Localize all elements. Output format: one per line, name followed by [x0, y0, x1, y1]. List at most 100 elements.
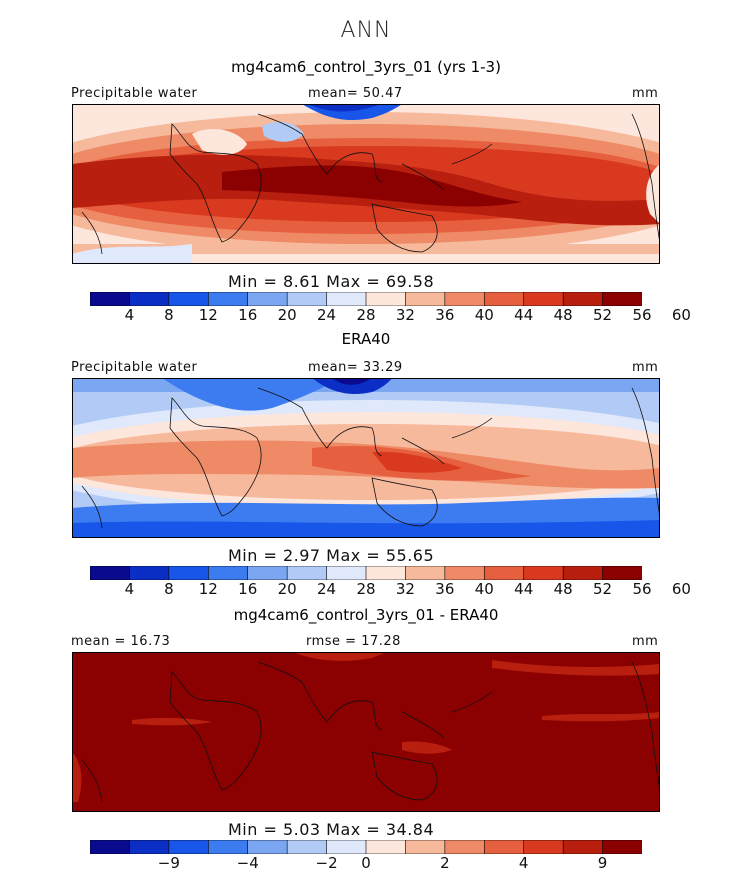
panel-2-units-label: mm: [632, 360, 659, 375]
colorbar-swatch: [365, 292, 407, 306]
colorbar-swatch: [168, 566, 209, 580]
colorbar-tick-label: 4: [124, 306, 135, 324]
colorbar-swatch: [168, 292, 209, 306]
coastlines: [81, 387, 660, 529]
colorbar-swatch: [562, 566, 604, 580]
colorbar-tick-label: 52: [593, 306, 613, 324]
colorbar-tick-label: 28: [356, 306, 376, 324]
panel-1-map: [72, 104, 660, 264]
colorbar-swatch: [326, 292, 367, 306]
colorbar-swatch: [405, 566, 446, 580]
colorbar-swatch: [207, 292, 249, 306]
panel-2-map: [72, 378, 660, 538]
colorbar-tick-label: 48: [553, 306, 573, 324]
colorbar-tick-label: 20: [277, 580, 297, 598]
colorbar-swatch: [207, 566, 249, 580]
colorbar-swatch: [90, 566, 131, 580]
colorbar-tick-label: 40: [474, 580, 494, 598]
colorbar-tick-label: 12: [198, 306, 218, 324]
colorbar-tick-label: 12: [198, 580, 218, 598]
colorbar-tick-label: 2: [440, 854, 450, 872]
colorbar-tick-label: 4: [518, 854, 529, 872]
panel-2-mean-label: mean= 33.29: [308, 360, 403, 375]
colorbar-swatch: [523, 292, 564, 306]
colorbar-tick-label: 44: [514, 306, 534, 324]
panel-2-colorbar: [90, 566, 642, 580]
colorbar-swatch: [365, 566, 407, 580]
colorbar-swatch: [444, 566, 485, 580]
panel-3-units-label: mm: [632, 634, 659, 649]
colorbar-tick-label: −9: [157, 854, 180, 872]
panel-1-minmax: Min = 8.61 Max = 69.58: [228, 272, 435, 291]
figure-title: ANN: [340, 18, 392, 43]
colorbar-swatch: [247, 566, 288, 580]
colorbar-tick-label: −4: [236, 854, 259, 872]
panel-2-minmax: Min = 2.97 Max = 55.65: [228, 546, 435, 565]
colorbar-swatch: [326, 566, 367, 580]
colorbar-swatch: [523, 840, 564, 854]
colorbar-tick-label: 60: [671, 306, 691, 324]
colorbar-tick-label: 8: [164, 306, 174, 324]
colorbar-swatch: [326, 840, 367, 854]
colorbar-swatch: [405, 840, 446, 854]
colorbar-swatch: [286, 566, 328, 580]
colorbar-swatch: [207, 840, 249, 854]
colorbar-tick-label: 52: [593, 580, 613, 598]
colorbar-tick-label: 48: [553, 580, 573, 598]
colorbar-tick-label: 36: [435, 306, 455, 324]
colorbar-tick-label: 28: [356, 580, 376, 598]
colorbar-swatch: [247, 840, 288, 854]
colorbar-swatch: [129, 566, 170, 580]
panel-3-minmax: Min = 5.03 Max = 34.84: [228, 820, 435, 839]
colorbar-swatch: [602, 292, 642, 306]
colorbar-tick-label: 56: [632, 306, 652, 324]
colorbar-tick-label: 40: [474, 306, 494, 324]
colorbar-tick-label: 20: [277, 306, 297, 324]
panel-1-colorbar: [90, 292, 642, 306]
colorbar-tick-label: 32: [395, 580, 415, 598]
colorbar-tick-label: 4: [124, 580, 135, 598]
panel-2-field-label: Precipitable water: [71, 360, 198, 375]
panel-3-map: [72, 652, 660, 812]
panel-1-field-label: Precipitable water: [71, 86, 198, 101]
colorbar-tick-label: 60: [671, 580, 691, 598]
colorbar-swatch: [129, 292, 170, 306]
colorbar-swatch: [562, 840, 604, 854]
colorbar-swatch: [483, 292, 525, 306]
colorbar-swatch: [602, 840, 642, 854]
colorbar-swatch: [90, 292, 131, 306]
colorbar-swatch: [286, 292, 328, 306]
colorbar-tick-label: 8: [164, 580, 174, 598]
colorbar-tick-label: 24: [317, 306, 337, 324]
map-frame: [72, 652, 660, 812]
panel-3-rmse-label: rmse = 17.28: [306, 634, 401, 649]
colorbar-tick-label: 44: [514, 580, 534, 598]
panel-2-colorbar-ticks: 4 8 12 16 20 24 28 32 36 40 44 48 52 56 60: [0, 580, 732, 600]
colorbar-tick-label: 0: [361, 854, 371, 872]
panel-3-colorbar-ticks: −9 −4 −2 0 2 4 9: [0, 854, 732, 874]
colorbar-tick-label: 16: [238, 306, 258, 324]
colorbar-tick-label: −2: [315, 854, 338, 872]
map-frame: [72, 378, 660, 538]
colorbar-swatch: [405, 292, 446, 306]
panel-3-colorbar: [90, 840, 642, 854]
panel-3-title: mg4cam6_control_3yrs_01 - ERA40: [233, 606, 499, 624]
colorbar-swatch: [523, 566, 564, 580]
colorbar-swatch: [90, 840, 131, 854]
colorbar-swatch: [483, 840, 525, 854]
panel-1-colorbar-ticks: 4 8 12 16 20 24 28 32 36 40 44 48 52 56 60: [0, 306, 732, 326]
colorbar-swatch: [168, 840, 209, 854]
coastlines: [81, 661, 660, 803]
colorbar-tick-label: 24: [317, 580, 337, 598]
colorbar-swatch: [247, 292, 288, 306]
colorbar-tick-label: 56: [632, 580, 652, 598]
colorbar-tick-label: 32: [395, 306, 415, 324]
colorbar-swatch: [365, 840, 407, 854]
panel-3-mean-label: mean = 16.73: [71, 634, 171, 649]
panel-1-units-label: mm: [632, 86, 659, 101]
panel-1-title: mg4cam6_control_3yrs_01 (yrs 1-3): [231, 58, 501, 76]
panel-2-title: ERA40: [341, 330, 391, 348]
colorbar-swatch: [129, 840, 170, 854]
coastlines: [81, 113, 660, 255]
colorbar-swatch: [562, 292, 604, 306]
